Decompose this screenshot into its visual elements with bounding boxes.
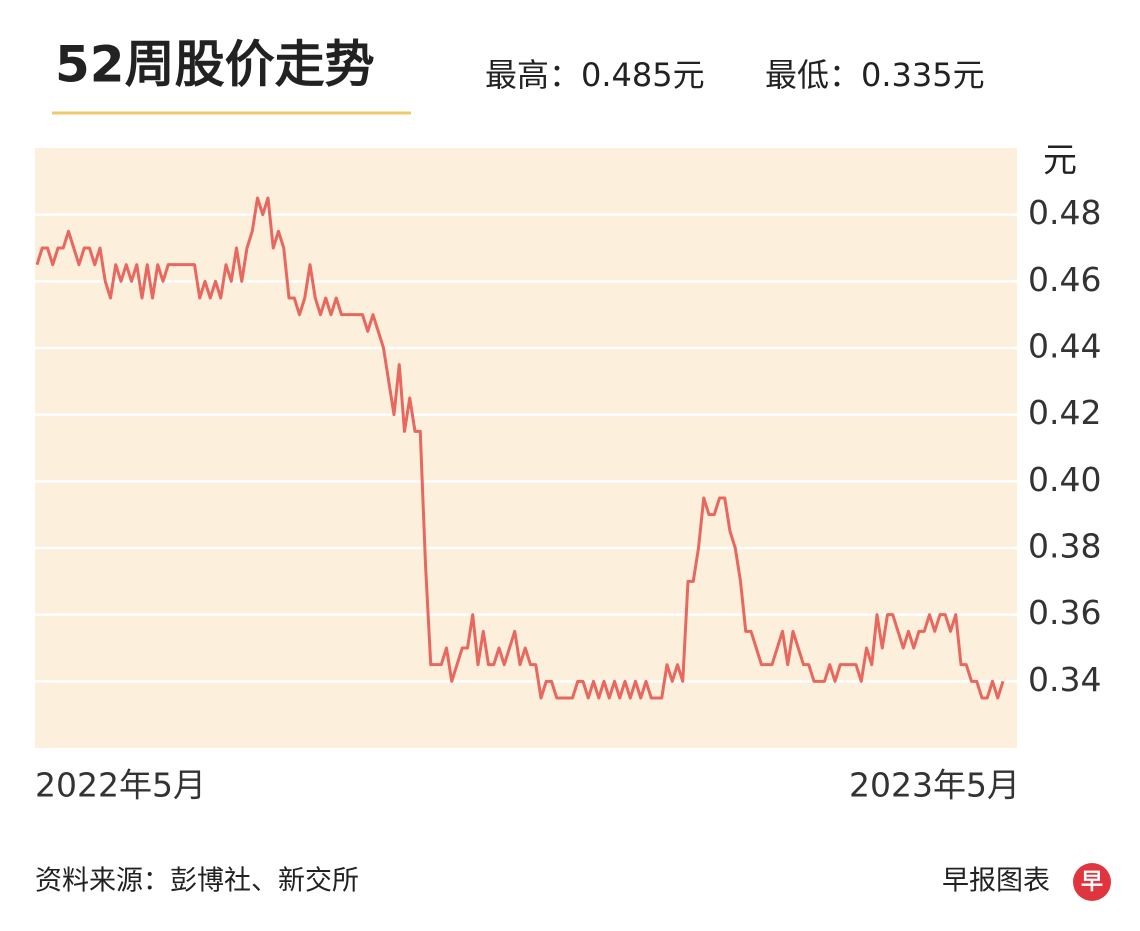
y-tick-label: 0.38 [1028,527,1101,566]
low-label: 最低：0.335元 [765,56,985,94]
y-tick-label: 0.46 [1028,260,1101,299]
y-unit: 元 [1043,141,1077,181]
credit: 早报图表 [942,866,1050,897]
y-tick-label: 0.48 [1028,193,1101,232]
marks [35,196,1005,700]
y-tick-label: 0.44 [1028,327,1101,366]
y-tick-label: 0.42 [1028,393,1101,432]
logo: 早 [1081,870,1103,895]
x-tick-label: 2023年5月 [849,766,1020,805]
chart-title: 52周股价走势 [55,36,375,94]
high-label: 最高：0.485元 [485,56,705,94]
x-tick-label: 2022年5月 [35,766,206,805]
source: 资料来源：彭博社、新交所 [35,866,359,897]
price-line [35,196,1005,700]
y-tick-label: 0.34 [1028,660,1101,699]
y-tick-label: 0.36 [1028,593,1101,632]
grid [35,213,1017,683]
logo-circle [1073,863,1111,901]
y-tick-label: 0.40 [1028,460,1101,499]
